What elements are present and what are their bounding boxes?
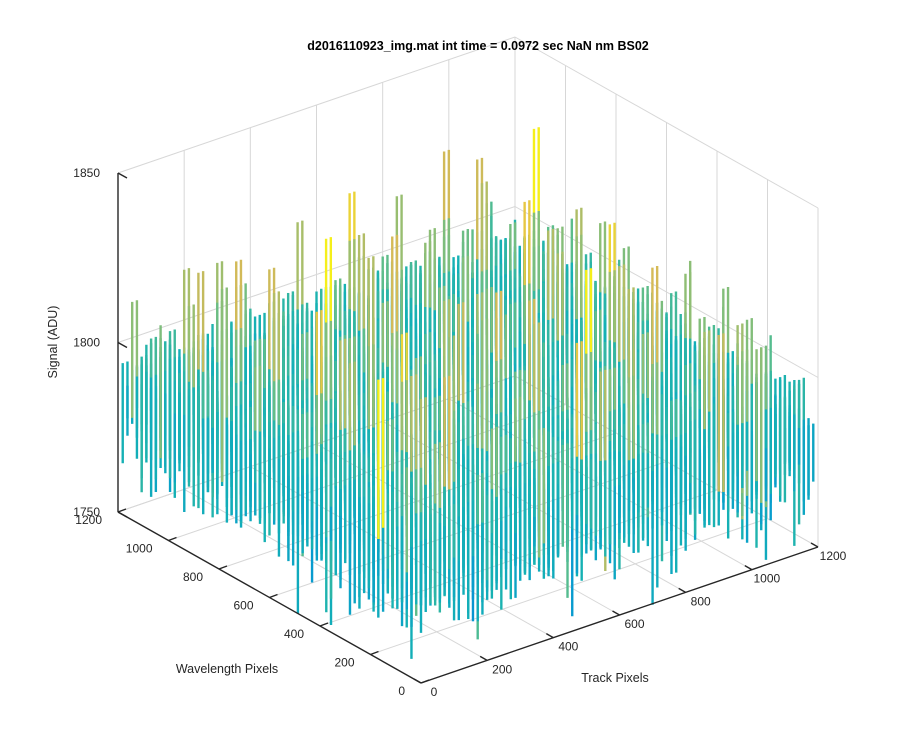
surface-layer — [123, 127, 814, 659]
